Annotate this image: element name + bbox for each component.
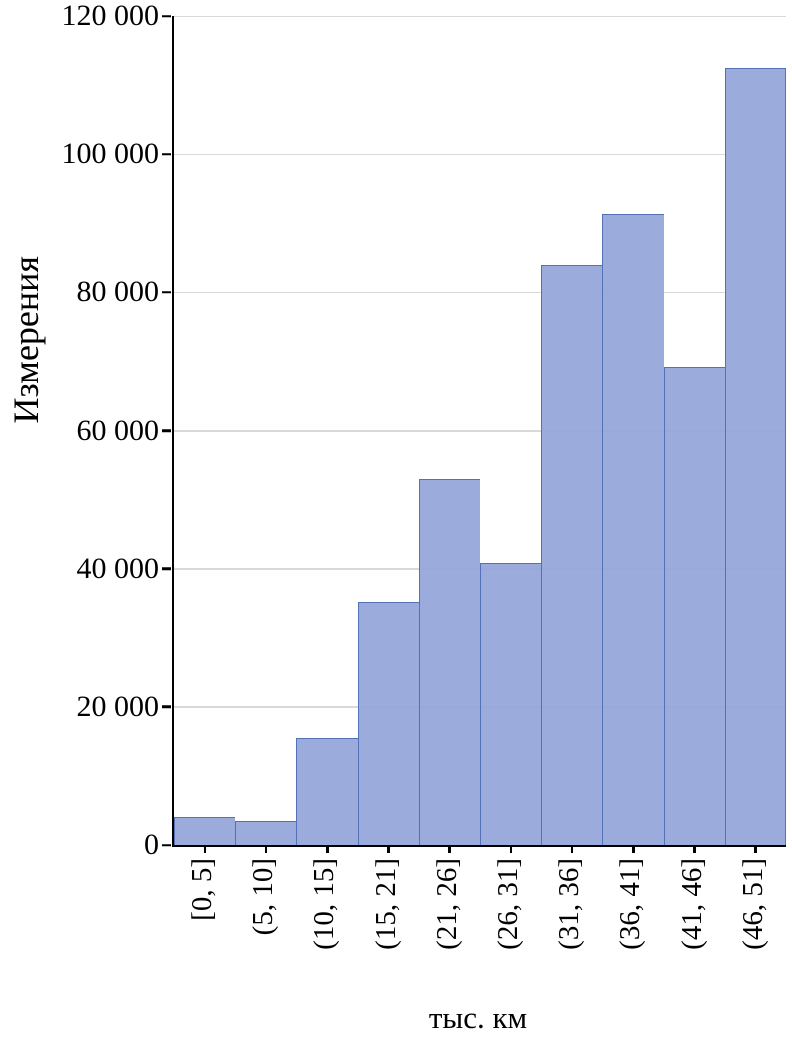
y-tick-mark [162, 705, 171, 709]
histogram-bar [541, 264, 603, 845]
x-tick-label-text: (46, 51] [736, 858, 769, 950]
y-axis-title: Измерения [2, 160, 50, 520]
y-tick-label: 0 [144, 828, 159, 861]
x-tick-label: (21, 26] [417, 858, 478, 998]
x-tick-label-text: (31, 36] [553, 858, 586, 950]
y-tick-label: 60 000 [76, 413, 160, 447]
y-tick-mark [162, 429, 171, 432]
x-axis-title: тыс. км [428, 1000, 528, 1035]
x-tick-mark [326, 845, 329, 853]
histogram-bar [663, 366, 725, 845]
y-tick-label: 120 000 [61, 0, 160, 32]
y-tick-label: 100 000 [61, 137, 160, 171]
x-tick-label: (10, 15] [294, 858, 355, 998]
x-tick-mark [264, 845, 268, 853]
x-tick-label: (41, 46] [662, 858, 723, 998]
histogram-bar [296, 737, 358, 845]
plot-area: 0 20 000 40 000 60 000 80 000 100 000 120 000 [62, 1, 786, 860]
x-tick-label-text: (10, 15] [308, 858, 341, 950]
x-tick-mark [754, 845, 757, 853]
x-tick-label: (5, 10] [233, 858, 294, 998]
y-tick-mark [162, 843, 171, 847]
x-tick-label-text: (15, 21] [369, 858, 402, 950]
gridline [174, 153, 786, 156]
x-tick-label-text: (26, 31] [492, 858, 525, 950]
y-tick-mark [162, 152, 171, 156]
x-tick-label: (31, 36] [539, 858, 600, 998]
y-axis-title-text: Измерения [6, 256, 46, 424]
gridline [174, 291, 786, 294]
y-tick-mark [162, 14, 171, 18]
histogram-bar [602, 214, 664, 845]
histogram-bar [174, 817, 236, 845]
y-tick-label: 20 000 [76, 689, 160, 723]
x-tick-mark [632, 845, 635, 853]
gridline [174, 430, 786, 432]
x-tick-mark [448, 845, 451, 853]
x-tick-mark [570, 845, 574, 853]
x-tick-label-text: (21, 26] [430, 858, 463, 950]
histogram-bar [235, 820, 297, 845]
x-tick-label-text: (5, 10] [247, 858, 280, 936]
x-tick-label-text: (36, 41] [614, 858, 647, 950]
y-tick-label: 40 000 [76, 551, 160, 585]
y-tick-mark [162, 291, 171, 294]
x-tick-label: (36, 41] [600, 858, 661, 998]
y-tick-mark [162, 567, 171, 570]
x-tick-label-text: [0, 5] [186, 858, 219, 921]
x-tick-mark [387, 845, 390, 853]
x-tick-label: (26, 31] [478, 858, 539, 998]
gridline [174, 15, 786, 17]
x-tick-mark [693, 845, 696, 853]
y-tick-label: 80 000 [76, 275, 160, 309]
histogram-bar [357, 601, 419, 845]
x-tick-mark [509, 845, 513, 853]
x-tick-label: [0, 5] [172, 858, 233, 998]
x-tick-label: (46, 51] [723, 858, 784, 998]
x-tick-mark [203, 845, 207, 853]
histogram-bar [480, 563, 542, 845]
histogram-bar [724, 67, 786, 845]
x-tick-labels: [0, 5] (5, 10] (10, 15] (15, 21] (21, 26] (26… [172, 858, 784, 998]
histogram-bar [418, 478, 480, 845]
x-tick-label: (15, 21] [356, 858, 417, 998]
x-tick-label-text: (41, 46] [675, 858, 708, 950]
